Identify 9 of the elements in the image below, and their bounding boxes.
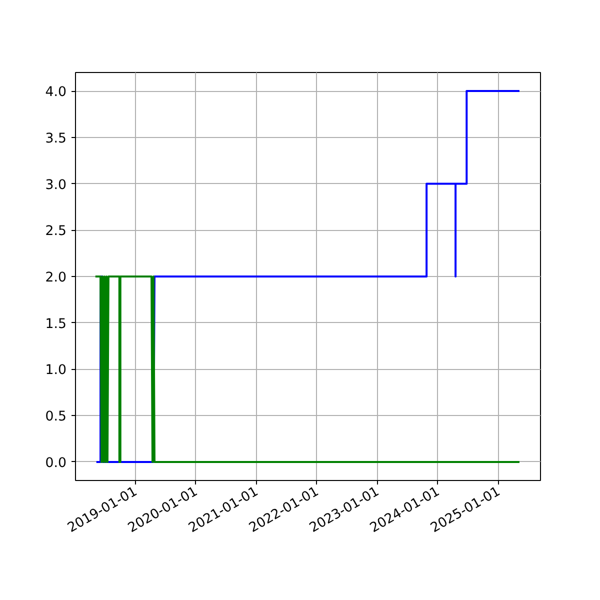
y-tick-label: 1.0 [45,363,67,378]
y-tick-label: 0.0 [45,456,67,471]
y-tick-label: 3.0 [45,178,67,193]
y-tick-label: 0.5 [45,410,67,425]
y-tick-label: 2.5 [45,224,67,240]
y-tick-label: 4.0 [45,85,67,100]
y-tick-label: 2.0 [45,270,67,286]
y-tick-label: 3.5 [45,131,67,146]
y-tick-label: 1.5 [45,316,67,332]
